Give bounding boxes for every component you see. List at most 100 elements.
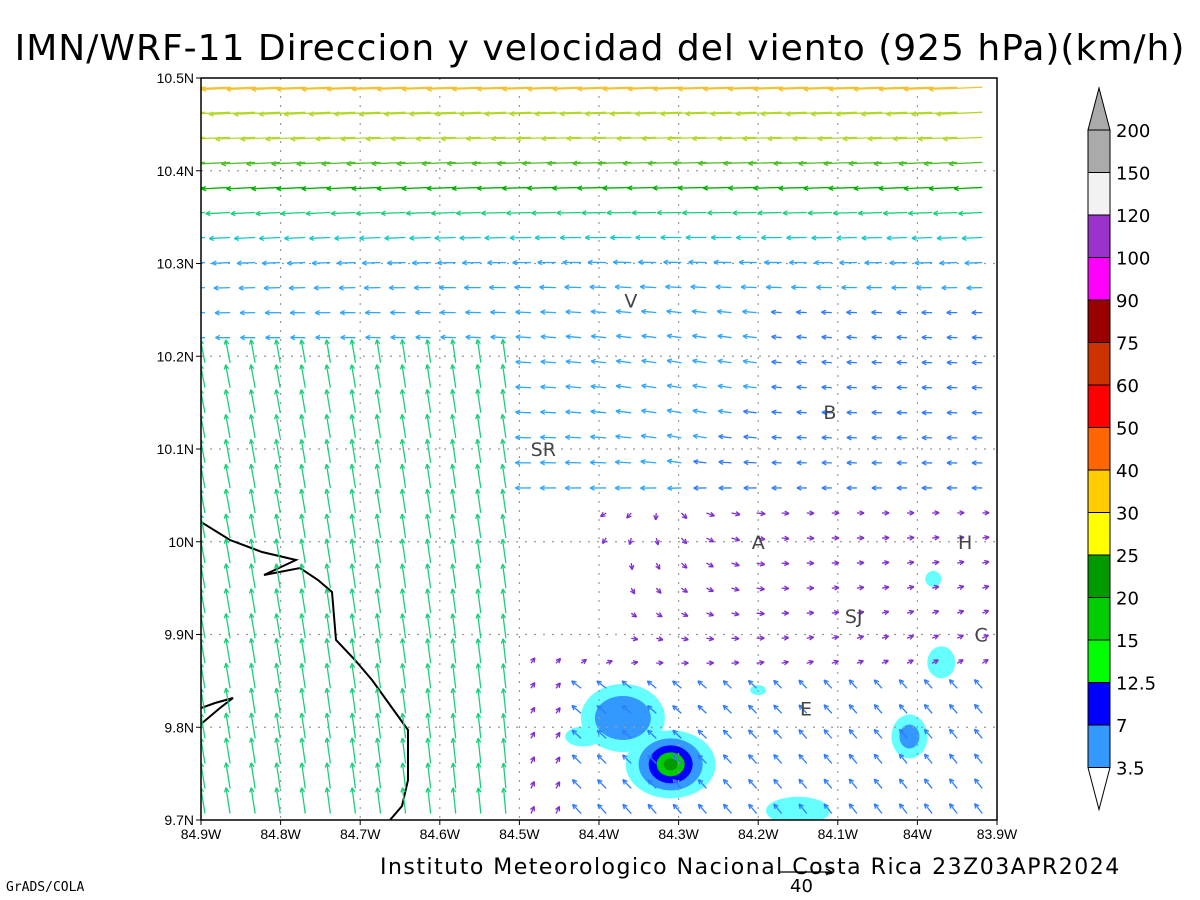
wind-vector xyxy=(767,135,807,142)
wind-vector xyxy=(299,613,306,639)
lat-tick-label: 10.2N xyxy=(157,348,194,364)
colorbar-segment xyxy=(1087,384,1111,428)
wind-vector xyxy=(748,803,758,814)
wind-vector xyxy=(476,185,506,192)
wind-vector xyxy=(500,488,507,514)
wind-vector xyxy=(846,460,857,466)
colorbar-segment xyxy=(1087,172,1111,216)
wind-vector xyxy=(274,389,281,413)
wind-vector xyxy=(288,285,306,291)
place-label: E xyxy=(800,699,812,721)
wind-vector xyxy=(299,513,306,539)
wind-vector xyxy=(732,210,757,216)
wind-vector xyxy=(835,111,883,117)
wind-vector xyxy=(891,284,908,291)
wind-vector xyxy=(646,680,657,689)
wind-vector xyxy=(981,634,989,640)
wind-vector xyxy=(361,260,381,266)
longitude-axis: 84.9W 84.8W 84.7W 84.6W 84.5W 84.4W 84.3W 84.2W… xyxy=(181,820,1018,842)
wind-vector xyxy=(500,438,507,464)
wind-vector xyxy=(853,185,883,192)
wind-vector xyxy=(240,136,281,142)
wind-vector xyxy=(201,414,206,438)
wind-vector xyxy=(806,659,814,666)
wind-vector xyxy=(886,111,933,117)
wind-vector xyxy=(340,136,381,142)
wind-vector xyxy=(564,284,582,290)
wind-vector xyxy=(731,635,740,642)
wind-vector xyxy=(324,662,331,689)
wind-vector xyxy=(263,285,281,291)
wind-vector xyxy=(831,585,840,591)
wind-vector xyxy=(654,537,660,546)
wind-vector xyxy=(475,563,482,589)
wind-vector xyxy=(236,260,256,266)
wind-vector xyxy=(948,728,958,739)
wind-vector xyxy=(211,260,231,266)
wind-vector xyxy=(251,185,281,192)
wind-vector xyxy=(590,309,607,315)
wind-vector xyxy=(691,135,732,142)
wind-vector xyxy=(773,803,783,814)
wind-vector xyxy=(671,680,682,689)
wind-vector xyxy=(692,433,707,440)
wind-vector xyxy=(831,659,839,665)
wind-vector xyxy=(424,488,432,514)
wind-vector xyxy=(530,657,536,664)
wind-vector xyxy=(475,762,482,789)
wind-vector xyxy=(656,636,664,642)
wind-vector xyxy=(274,787,281,814)
wind-vector xyxy=(564,459,582,466)
wind-vector xyxy=(964,260,983,266)
wind-vector xyxy=(437,260,456,266)
wind-vector xyxy=(349,563,357,589)
wind-vector xyxy=(796,434,807,441)
wind-vector xyxy=(605,659,613,665)
wind-vector xyxy=(663,259,682,265)
wind-vector xyxy=(707,210,732,216)
wind-vector xyxy=(796,485,807,491)
wind-vector xyxy=(896,334,908,341)
wind-vector xyxy=(475,463,482,489)
wind-vector xyxy=(500,538,507,564)
colorbar-label: 200 xyxy=(1116,121,1150,142)
wind-vector xyxy=(718,433,732,440)
colorbar-segment xyxy=(1087,512,1111,556)
wind-vector xyxy=(738,259,757,266)
wind-vector xyxy=(773,778,783,789)
wind-vector xyxy=(823,729,833,739)
wind-vector xyxy=(796,460,807,466)
wind-vector xyxy=(374,687,382,714)
wind-vector xyxy=(867,135,908,142)
wind-vector xyxy=(440,309,456,316)
wind-vector xyxy=(722,729,732,739)
wind-vector xyxy=(898,778,908,789)
wind-vector xyxy=(349,687,357,714)
wind-vector xyxy=(647,754,657,764)
wind-vector xyxy=(501,737,507,764)
wind-vector xyxy=(463,284,481,291)
wind-vector xyxy=(475,438,482,464)
wind-vector xyxy=(334,235,356,241)
wind-vector xyxy=(540,384,557,390)
wind-vector xyxy=(773,679,783,689)
wind-vector xyxy=(475,588,482,614)
colorbar-segment xyxy=(1087,469,1111,513)
wind-vector xyxy=(566,135,607,142)
wind-vector xyxy=(898,803,908,814)
wind-vector xyxy=(249,712,256,739)
wind-vector xyxy=(516,135,557,142)
wind-vector xyxy=(974,803,983,814)
wind-vector xyxy=(425,787,432,814)
wind-vector xyxy=(966,285,983,291)
wind-vector xyxy=(616,333,632,340)
wind-vector xyxy=(380,210,406,217)
wind-vector xyxy=(223,339,231,363)
wind-vector xyxy=(571,778,582,789)
wind-vector xyxy=(806,535,815,541)
wind-vector xyxy=(946,460,958,466)
wind-vector xyxy=(612,259,632,266)
wind-vector xyxy=(215,136,256,142)
wind-vector xyxy=(589,459,607,466)
wind-vector xyxy=(811,235,832,241)
